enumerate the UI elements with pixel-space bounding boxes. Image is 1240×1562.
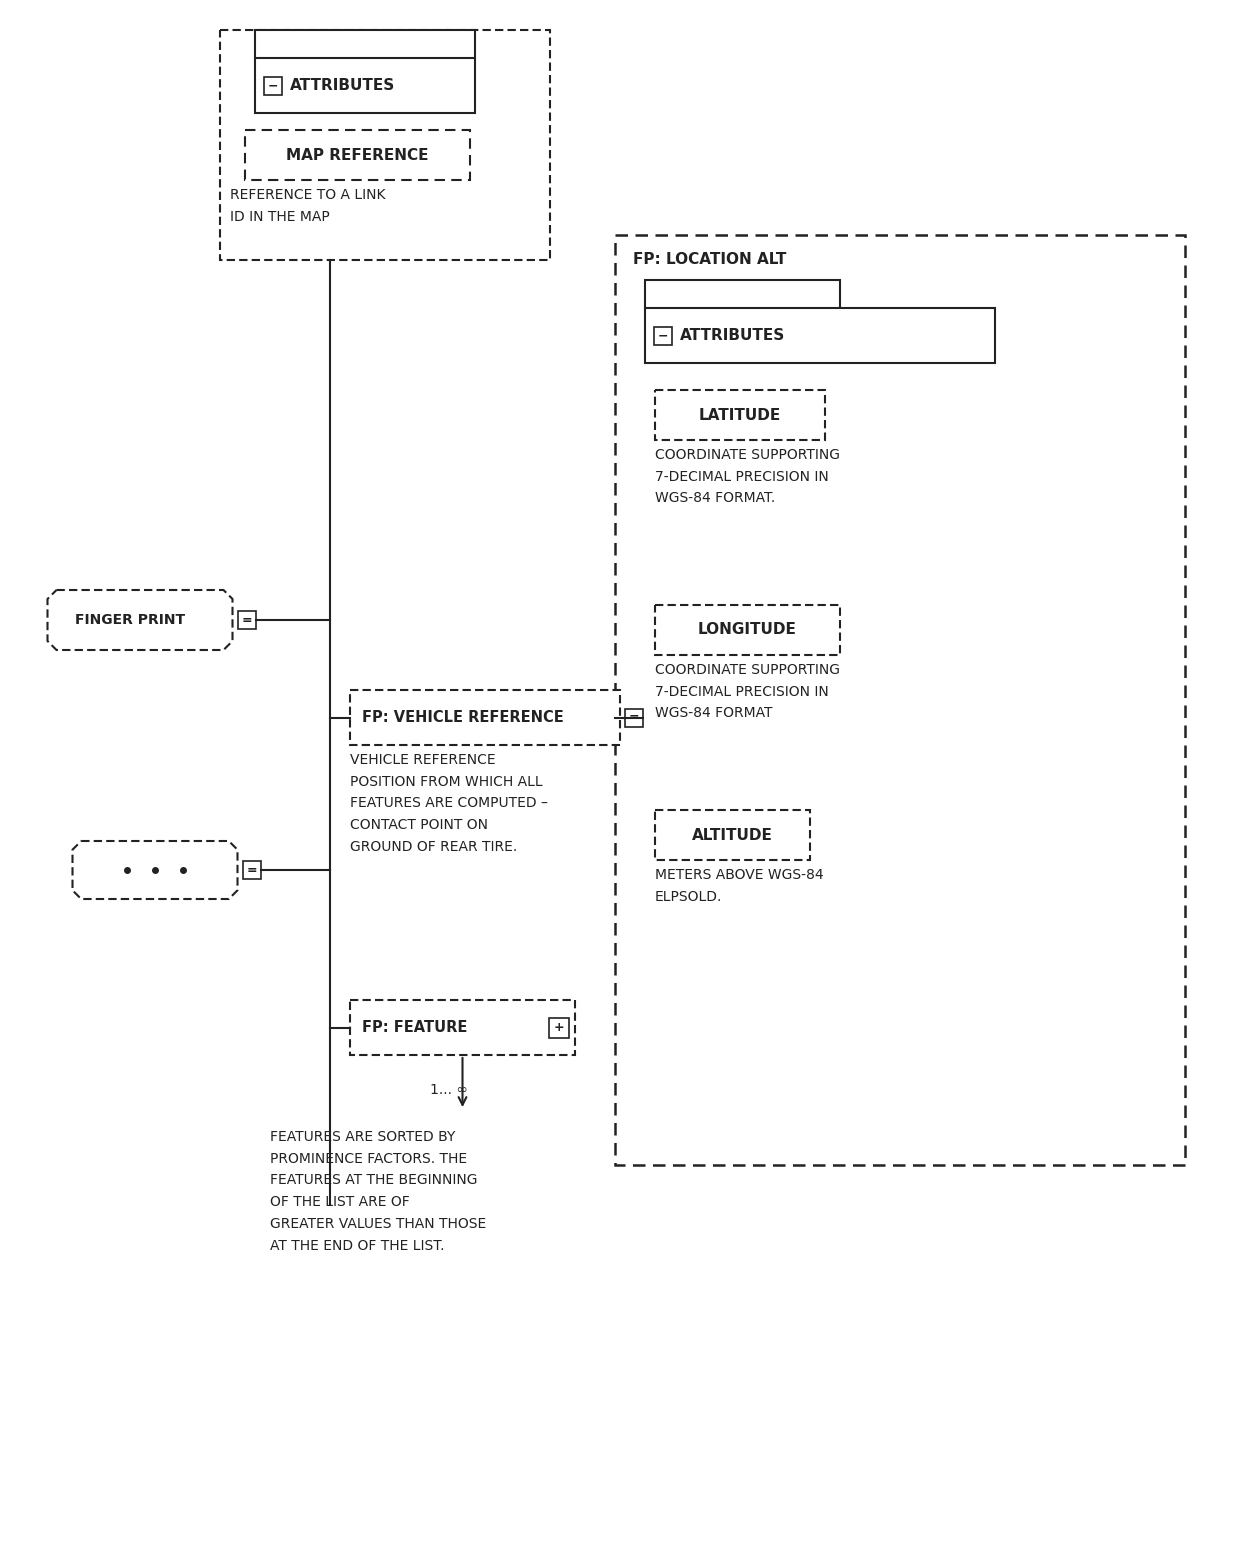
Polygon shape	[72, 840, 238, 900]
Bar	[549, 1017, 569, 1037]
Bar	[219, 30, 551, 259]
Bar	[246, 130, 470, 180]
Text: FEATURES ARE SORTED BY
PROMINENCE FACTORS. THE
FEATURES AT THE BEGINNING
OF THE : FEATURES ARE SORTED BY PROMINENCE FACTOR…	[270, 1129, 486, 1253]
Polygon shape	[47, 590, 233, 650]
Text: COORDINATE SUPPORTING
7-DECIMAL PRECISION IN
WGS-84 FORMAT.: COORDINATE SUPPORTING 7-DECIMAL PRECISIO…	[655, 448, 839, 506]
Text: REFERENCE TO A LINK
ID IN THE MAP: REFERENCE TO A LINK ID IN THE MAP	[229, 187, 386, 223]
Bar	[655, 811, 810, 861]
Text: −: −	[268, 80, 278, 92]
Bar	[255, 58, 475, 112]
Text: =: =	[629, 711, 640, 725]
Text: ATTRIBUTES: ATTRIBUTES	[290, 78, 396, 94]
Polygon shape	[645, 280, 839, 308]
Text: +: +	[554, 1022, 564, 1034]
Bar	[264, 77, 281, 94]
Text: −: −	[657, 330, 668, 342]
Polygon shape	[255, 30, 475, 58]
Bar	[625, 709, 644, 726]
Bar	[655, 604, 839, 654]
Bar	[243, 861, 260, 879]
Bar	[238, 611, 255, 629]
Bar	[350, 1000, 575, 1054]
Bar	[645, 308, 994, 362]
Text: METERS ABOVE WGS-84
ELPSOLD.: METERS ABOVE WGS-84 ELPSOLD.	[655, 868, 823, 904]
Text: FINGER PRINT: FINGER PRINT	[74, 612, 185, 626]
Text: VEHICLE REFERENCE
POSITION FROM WHICH ALL
FEATURES ARE COMPUTED –
CONTACT POINT : VEHICLE REFERENCE POSITION FROM WHICH AL…	[350, 753, 548, 854]
Bar	[350, 690, 620, 745]
Text: LATITUDE: LATITUDE	[699, 408, 781, 422]
Bar	[655, 390, 825, 440]
Text: COORDINATE SUPPORTING
7-DECIMAL PRECISION IN
WGS-84 FORMAT: COORDINATE SUPPORTING 7-DECIMAL PRECISIO…	[655, 662, 839, 720]
Text: LONGITUDE: LONGITUDE	[698, 623, 797, 637]
Text: FP: LOCATION ALT: FP: LOCATION ALT	[632, 253, 786, 267]
Text: ALTITUDE: ALTITUDE	[692, 828, 773, 842]
Text: =: =	[242, 614, 252, 626]
Bar	[653, 326, 672, 345]
Text: FP: FEATURE: FP: FEATURE	[362, 1020, 467, 1036]
Text: MAP REFERENCE: MAP REFERENCE	[286, 147, 429, 162]
Text: FP: VEHICLE REFERENCE: FP: VEHICLE REFERENCE	[362, 711, 564, 725]
Bar	[615, 234, 1185, 1165]
Text: =: =	[247, 864, 257, 876]
Text: 1... ∞: 1... ∞	[430, 1082, 467, 1097]
Text: ATTRIBUTES: ATTRIBUTES	[680, 328, 785, 344]
